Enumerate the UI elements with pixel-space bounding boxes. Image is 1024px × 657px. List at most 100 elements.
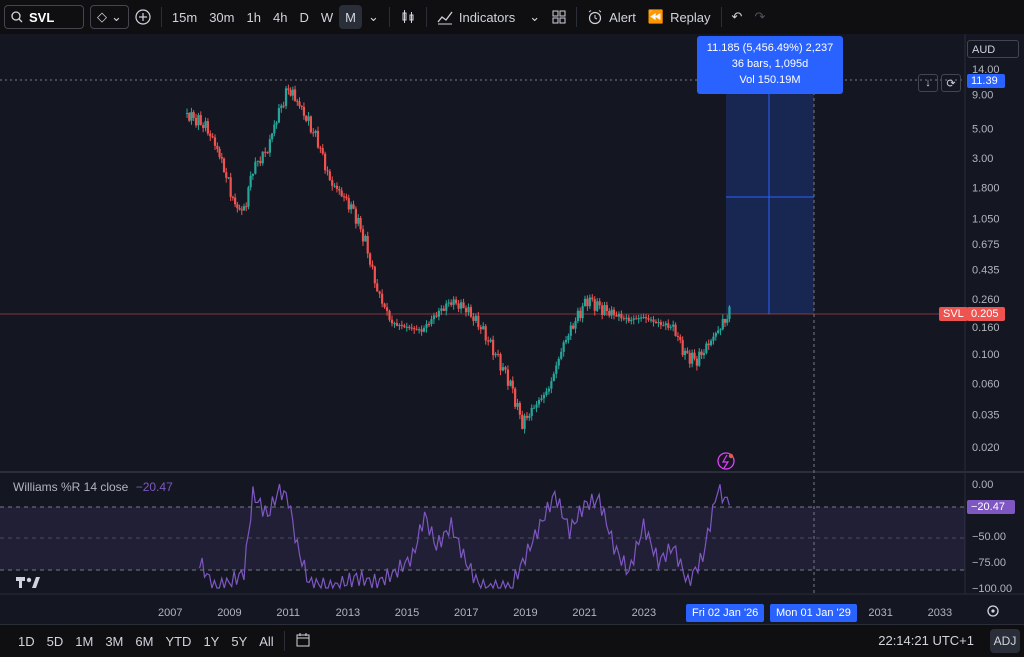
indicators-button[interactable]: Indicators ⌄	[431, 5, 546, 29]
price-tick-label: 1.050	[972, 213, 1000, 225]
clock[interactable]: 22:14:21 UTC+1	[878, 633, 974, 648]
range-5y[interactable]: 5Y	[231, 633, 248, 649]
candle-body	[603, 305, 606, 316]
candle-body	[345, 196, 348, 199]
symbol-type-dropdown[interactable]: ◇ ⌄	[90, 5, 129, 29]
goto-date-button[interactable]	[289, 632, 317, 651]
redo-button[interactable]: ↷	[748, 5, 771, 29]
toolbar-divider	[720, 7, 722, 27]
candle-body	[540, 398, 543, 400]
range-5d[interactable]: 5D	[46, 633, 64, 649]
tradingview-logo[interactable]	[16, 577, 40, 588]
candle-body	[222, 158, 226, 173]
candle-body	[598, 301, 601, 306]
range-1m[interactable]: 1M	[75, 633, 94, 649]
candle-body	[588, 297, 591, 307]
interval-15m[interactable]: 15m	[171, 9, 198, 25]
candle-body	[234, 197, 237, 205]
candle-body	[462, 302, 465, 309]
candle-body	[238, 208, 241, 210]
measure-tooltip: 11.185 (5,456.49%) 2,237 36 bars, 1,095d…	[697, 36, 843, 94]
currency-label: AUD	[972, 44, 996, 56]
price-tick-label: 9.00	[972, 89, 993, 101]
candle-body	[676, 335, 680, 337]
candle-body	[662, 325, 665, 327]
symbol-name: SVL	[29, 9, 55, 25]
indicator-axis[interactable]: 0.00−25.00−50.00−75.00−100.00	[972, 479, 1012, 595]
interval-m[interactable]: M	[339, 5, 362, 29]
measure-volume: Vol 150.19M	[739, 74, 801, 86]
candle-body	[679, 336, 682, 340]
time-tick-label: 2007	[158, 607, 182, 619]
candle-body	[342, 196, 346, 198]
time-axis[interactable]: 2007 2009 2011 2013 2015 2017 2019 2021 2023 2031…	[158, 607, 952, 619]
candle-body	[482, 326, 485, 330]
candle-body	[366, 235, 369, 254]
candle-body	[574, 320, 577, 329]
candle-body	[474, 315, 477, 321]
undo-button[interactable]: ↶	[726, 5, 749, 29]
layouts-button[interactable]	[546, 5, 572, 29]
interval-d[interactable]: D	[299, 9, 309, 25]
replay-button[interactable]: ⏪ Replay	[642, 5, 717, 29]
candle-body	[192, 112, 195, 118]
reset-chart-button[interactable]: ⟳	[941, 74, 961, 92]
candle-body	[501, 367, 505, 371]
range-buttons: 1D 5D 1M 3M 6M YTD 1Y 5Y All	[12, 634, 280, 649]
price-axis[interactable]: 14.00 9.00 5.00 3.00 1.800 1.050 0.675 0.435 0.2…	[972, 64, 1000, 454]
interval-1h[interactable]: 1h	[246, 9, 261, 25]
candle-body	[354, 208, 357, 224]
range-1y[interactable]: 1Y	[203, 633, 220, 649]
candle-body	[440, 308, 443, 311]
time-tick-label: 2021	[572, 607, 596, 619]
indicator-legend[interactable]: Williams %R 14 close −20.47	[13, 480, 173, 494]
interval-30m[interactable]: 30m	[209, 9, 235, 25]
interval-w[interactable]: W	[320, 9, 334, 25]
candle-body	[408, 326, 411, 328]
price-tick-label: 0.260	[972, 294, 1000, 306]
currency-selector[interactable]: AUD	[967, 40, 1019, 58]
candle-body	[447, 302, 450, 304]
compare-button[interactable]	[129, 5, 157, 29]
candle-body	[331, 180, 334, 186]
candle-body	[427, 323, 431, 325]
candle-body	[484, 326, 487, 341]
candle-body	[185, 112, 189, 114]
candle-body	[405, 326, 408, 328]
candle-body	[511, 380, 514, 389]
candle-body	[702, 352, 706, 356]
lightning-icon[interactable]	[717, 452, 735, 470]
alert-label: Alert	[609, 9, 636, 25]
candles-group	[185, 84, 731, 434]
candle-body	[709, 340, 713, 346]
chart-type-button[interactable]	[394, 5, 422, 29]
candle-body	[719, 329, 722, 331]
adj-button[interactable]: ADJ	[990, 629, 1020, 653]
range-ytd[interactable]: YTD	[165, 633, 192, 649]
range-6m[interactable]: 6M	[135, 633, 154, 649]
range-all[interactable]: All	[259, 633, 274, 649]
symbol-search[interactable]: SVL	[4, 5, 84, 29]
candle-body	[293, 89, 297, 101]
candle-body	[635, 318, 638, 320]
scroll-down-button[interactable]: ↓	[918, 74, 938, 92]
chart-area[interactable]: 14.00 9.00 5.00 3.00 1.800 1.050 0.675 0.435 0.2…	[0, 34, 1024, 624]
time-tick-label: 2011	[276, 607, 300, 619]
alert-button[interactable]: Alert	[581, 5, 642, 29]
candle-body	[364, 235, 367, 242]
interval-dropdown[interactable]: ⌄	[362, 5, 385, 29]
candle-body	[457, 303, 460, 309]
candle-body	[307, 116, 310, 121]
range-3m[interactable]: 3M	[105, 633, 124, 649]
candle-body	[291, 89, 294, 96]
candle-body	[385, 307, 389, 311]
diamond-icon: ◇	[97, 9, 107, 24]
interval-4h[interactable]: 4h	[272, 9, 288, 25]
candle-body	[667, 323, 670, 328]
chevron-down-icon: ⌄	[529, 9, 541, 24]
date-end-tag: Mon 01 Jan '29	[770, 604, 857, 622]
range-1d[interactable]: 1D	[18, 633, 35, 649]
candle-body	[256, 160, 259, 162]
chart-canvas[interactable]: 14.00 9.00 5.00 3.00 1.800 1.050 0.675 0.435 0.2…	[0, 34, 1024, 624]
gear-icon[interactable]	[987, 605, 999, 617]
